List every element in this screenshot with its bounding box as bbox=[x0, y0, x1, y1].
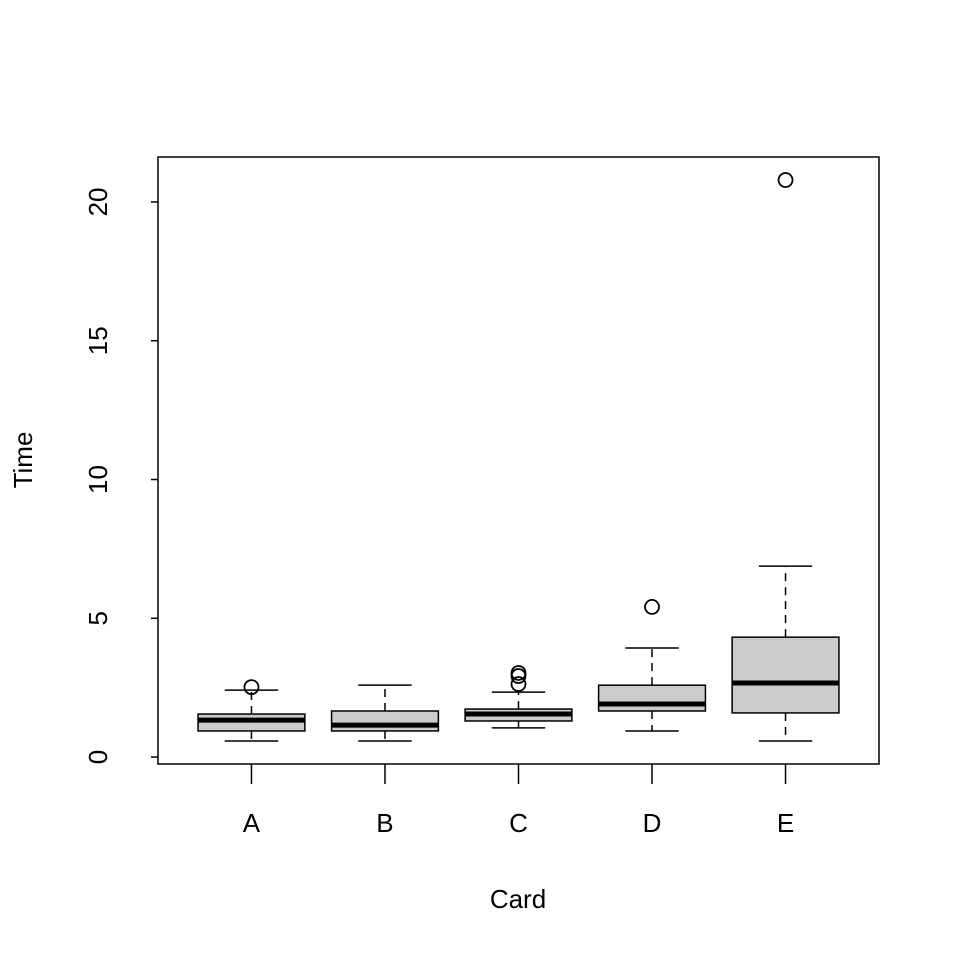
x-tick-label: A bbox=[243, 808, 261, 838]
x-tick-label: C bbox=[509, 808, 528, 838]
x-tick-label: B bbox=[376, 808, 393, 838]
x-tick-label: E bbox=[777, 808, 794, 838]
box bbox=[597, 684, 707, 712]
box bbox=[330, 710, 440, 732]
x-tick-label: D bbox=[643, 808, 662, 838]
y-tick-label: 20 bbox=[83, 188, 113, 217]
outlier bbox=[777, 172, 794, 188]
y-tick-label: 10 bbox=[83, 465, 113, 494]
outlier bbox=[644, 599, 660, 615]
y-axis-label: Time bbox=[8, 432, 38, 489]
y-tick-label: 5 bbox=[83, 611, 113, 625]
y-tick-label: 15 bbox=[83, 326, 113, 355]
outlier bbox=[510, 668, 527, 684]
outlier bbox=[510, 676, 527, 692]
x-axis-label: Card bbox=[490, 884, 546, 914]
y-tick-label: 0 bbox=[83, 750, 113, 764]
outlier bbox=[243, 679, 260, 696]
box bbox=[731, 636, 840, 714]
